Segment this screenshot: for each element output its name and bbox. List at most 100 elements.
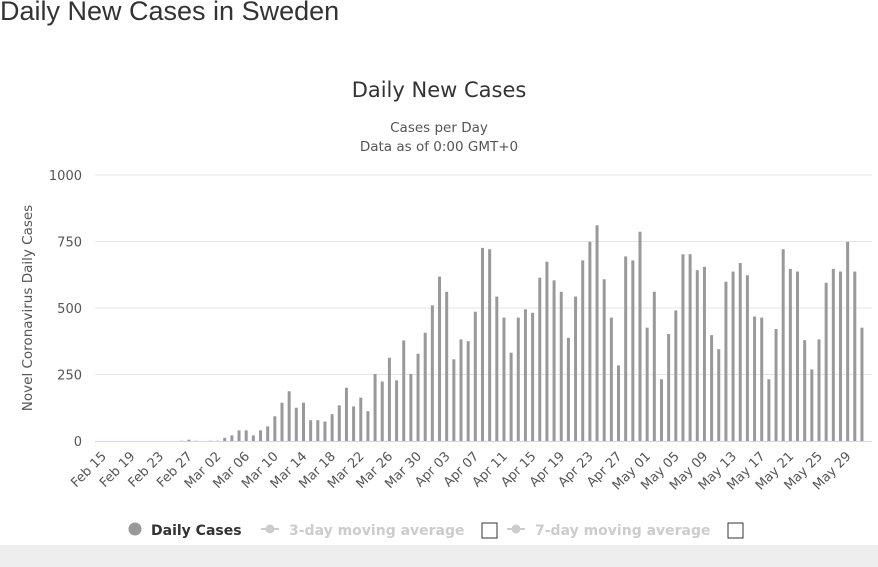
bar [574, 296, 578, 441]
legend-item-moving-average[interactable]: 7-day moving average [535, 523, 711, 539]
bar [738, 263, 742, 441]
bar [824, 282, 828, 441]
bar [831, 268, 835, 441]
bar [316, 420, 320, 441]
bar [638, 231, 642, 441]
chart-subtitle: Cases per Day [390, 120, 488, 136]
bar [187, 439, 191, 441]
bar [273, 416, 277, 441]
legend-marker [511, 524, 521, 534]
legend-marker-daily-cases [128, 522, 142, 536]
bar [796, 271, 800, 441]
bar [344, 387, 348, 441]
bar [645, 327, 649, 441]
bar [380, 381, 384, 441]
bar [602, 279, 606, 441]
legend-checkbox[interactable] [727, 522, 744, 539]
bar [588, 241, 592, 441]
bar [810, 369, 814, 441]
page-title: Daily New Cases in Sweden [0, 0, 340, 26]
bar [559, 291, 563, 441]
bar [430, 305, 434, 441]
bar [237, 430, 241, 441]
bar [488, 249, 492, 441]
bar [846, 241, 850, 441]
bar [681, 254, 685, 441]
bar [287, 391, 291, 441]
bar [416, 353, 420, 441]
bar [731, 271, 735, 441]
bar [495, 296, 499, 441]
bar [395, 380, 399, 441]
bar [251, 435, 255, 441]
y-tick-label: 1000 [49, 169, 82, 184]
bar [223, 437, 227, 441]
bar [710, 335, 714, 441]
bar [760, 317, 764, 441]
bar [624, 256, 628, 441]
bar [330, 414, 334, 441]
bar [617, 365, 621, 441]
bar [609, 317, 613, 441]
bar [774, 329, 778, 441]
bar [695, 270, 699, 441]
legend-checkbox[interactable] [481, 522, 498, 539]
bar [452, 359, 456, 441]
bar [817, 339, 821, 441]
bar [266, 426, 270, 441]
bar [509, 352, 513, 441]
legend-marker [265, 524, 275, 534]
footer-strip [0, 545, 878, 567]
bar [516, 317, 520, 441]
bar [337, 405, 341, 441]
bar [803, 340, 807, 441]
bar [767, 379, 771, 441]
bar [659, 379, 663, 441]
bar [480, 247, 484, 441]
y-tick-label: 0 [74, 435, 82, 450]
bar [244, 430, 248, 441]
daily-cases-chart: Daily New Cases Cases per Day Data as of 0… [20, 78, 872, 539]
chart-subtitle: Data as of 0:00 GMT+0 [360, 139, 518, 155]
bar [631, 260, 635, 441]
bar [702, 266, 706, 441]
bar [373, 373, 377, 441]
bar [531, 312, 535, 441]
bar [788, 268, 792, 441]
bar [545, 261, 549, 441]
y-tick-label: 750 [57, 236, 82, 251]
bar [781, 249, 785, 441]
bar [294, 407, 298, 441]
legend-item-moving-average[interactable]: 3-day moving average [289, 523, 465, 539]
bar [423, 332, 427, 441]
bar [581, 260, 585, 441]
bar [473, 311, 477, 441]
bar [523, 309, 527, 441]
bar [230, 435, 234, 441]
y-tick-label: 250 [57, 369, 82, 384]
bar [717, 349, 721, 441]
bar [409, 373, 413, 441]
bar [688, 254, 692, 441]
bar [595, 225, 599, 441]
bar [352, 406, 356, 441]
bar [359, 397, 363, 441]
bar [309, 420, 313, 441]
bar [674, 310, 678, 441]
bar [860, 327, 864, 441]
bar [387, 357, 391, 441]
bar [853, 271, 857, 441]
bar [745, 275, 749, 441]
bar [538, 277, 542, 441]
bar [301, 402, 305, 441]
bar [838, 271, 842, 441]
y-axis-title: Novel Coronavirus Daily Cases [20, 205, 36, 411]
bar [552, 280, 556, 441]
bar [724, 281, 728, 441]
legend-item-daily-cases[interactable]: Daily Cases [151, 523, 242, 539]
bar [753, 316, 757, 441]
bar [438, 276, 442, 441]
bar [652, 291, 656, 441]
bar [323, 421, 327, 441]
bar [459, 339, 463, 441]
